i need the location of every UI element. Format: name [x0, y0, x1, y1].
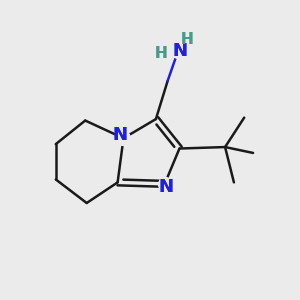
Text: H: H — [154, 46, 167, 61]
Text: H: H — [180, 32, 193, 47]
Text: N: N — [173, 42, 188, 60]
Text: N: N — [159, 178, 174, 196]
Text: N: N — [112, 126, 128, 144]
Text: H: H — [180, 32, 193, 47]
Text: N: N — [112, 126, 128, 144]
Text: H: H — [154, 46, 167, 61]
Text: N: N — [173, 42, 188, 60]
Text: N: N — [159, 178, 174, 196]
